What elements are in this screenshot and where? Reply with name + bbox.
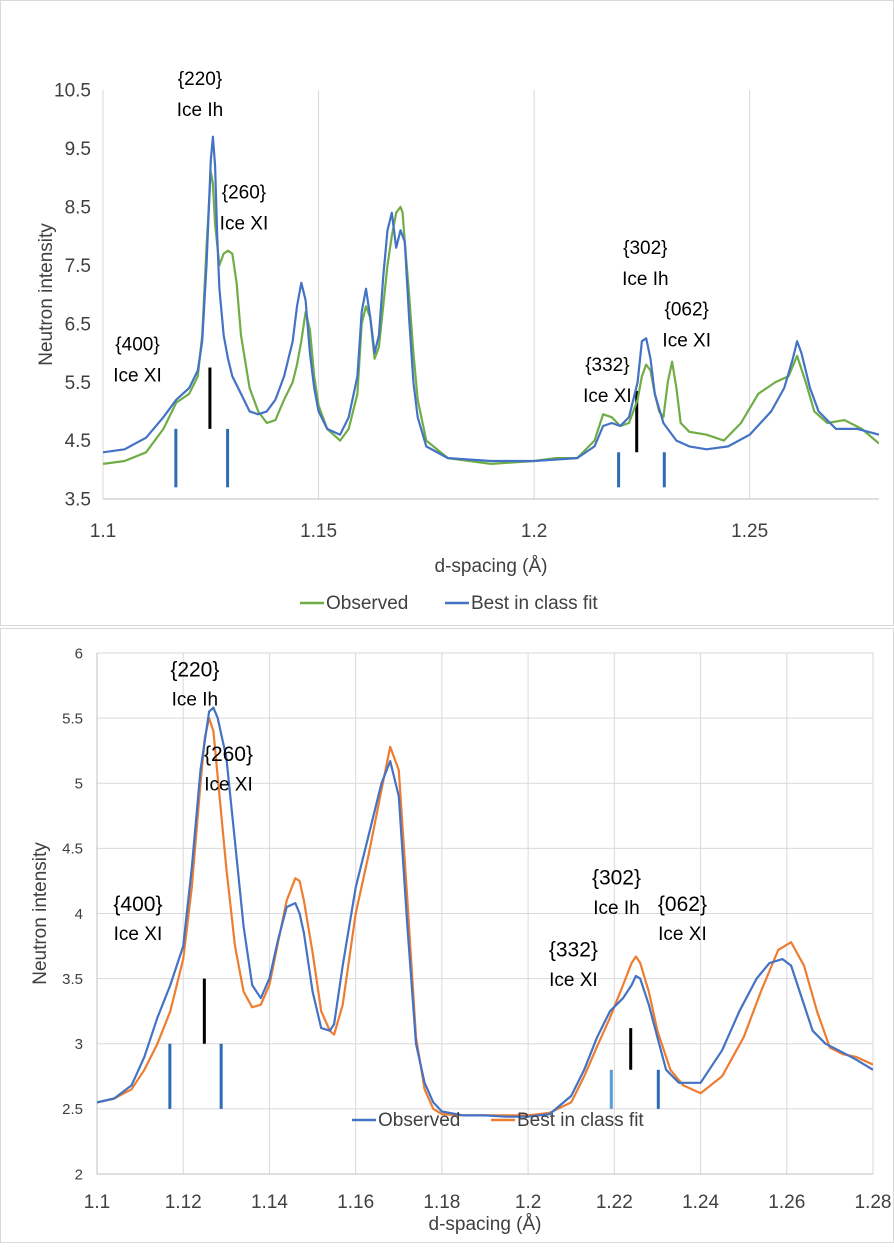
top-chart-panel: 3.5 4.5 5.5 6.5 7.5 8.5 9.5 10.5 1.1 1.15 1.2 1.25 d…: [0, 0, 894, 626]
series-line-observed: [97, 706, 873, 1118]
peak-annotation: Ice XI: [583, 386, 632, 407]
x-tick-label: 1.26: [768, 1192, 805, 1213]
y-tick-label: 4.5: [65, 431, 91, 452]
y-tick-label: 4.5: [62, 841, 83, 858]
peak-annotation: {302}: [623, 238, 667, 259]
y-tick-label: 6: [75, 645, 83, 662]
peak-annotation: {220}: [178, 69, 222, 90]
peak-annotation: Ice XI: [113, 366, 162, 387]
peak-annotation: {062}: [658, 893, 707, 916]
legend-label: Observed: [378, 1110, 460, 1131]
y-tick-label: 7.5: [65, 256, 91, 277]
x-tick-label: 1.22: [596, 1192, 633, 1213]
y-tick-label: 2.5: [62, 1101, 83, 1118]
peak-annotation: Ice Ih: [622, 269, 668, 290]
x-tick-label: 1.16: [337, 1192, 374, 1213]
legend-label: Observed: [326, 593, 408, 614]
series-line-best-in-class-fit: [97, 717, 873, 1117]
x-tick-label: 1.12: [165, 1192, 202, 1213]
top-chart: 3.5 4.5 5.5 6.5 7.5 8.5 9.5 10.5 1.1 1.15 1.2 1.25 d…: [0, 0, 894, 626]
peak-annotation: {260}: [204, 743, 253, 766]
x-axis-title: d-spacing (Å): [429, 1214, 542, 1235]
bottom-chart: 2 2.5 3 3.5 4 4.5 5 5.5 6 1.1 1.12 1.14 1.16 1.18 1.2 1…: [0, 628, 894, 1243]
peak-annotation: Ice XI: [204, 774, 253, 795]
x-axis-title: d-spacing (Å): [435, 556, 548, 577]
legend-label: Best in class fit: [471, 593, 598, 614]
peak-annotation: Ice XI: [658, 924, 707, 945]
y-axis-title: Neutron intensity: [36, 223, 57, 366]
peak-annotation: {400}: [115, 335, 159, 356]
y-tick-label: 6.5: [65, 314, 91, 335]
y-tick-label: 5.5: [62, 710, 83, 727]
y-tick-label: 3: [75, 1036, 83, 1053]
x-tick-label: 1.1: [84, 1192, 110, 1213]
peak-annotation: Ice Ih: [177, 100, 223, 121]
peak-annotation: {332}: [549, 938, 598, 961]
peak-annotation: Ice XI: [549, 970, 598, 991]
series-line-observed: [103, 170, 879, 465]
peak-annotation: {062}: [665, 300, 709, 321]
y-tick-label: 5.5: [65, 373, 91, 394]
peak-annotation: {400}: [113, 893, 162, 916]
y-tick-label: 2: [75, 1166, 83, 1183]
legend-label: Best in class fit: [517, 1110, 644, 1131]
x-tick-label: 1.18: [423, 1192, 460, 1213]
x-tick-label: 1.24: [682, 1192, 719, 1213]
x-tick-label: 1.15: [300, 521, 337, 542]
peak-annotation: Ice Ih: [593, 898, 639, 919]
peak-annotation: Ice XI: [114, 924, 163, 945]
x-tick-label: 1.2: [515, 1192, 541, 1213]
peak-annotation: {302}: [592, 867, 641, 890]
bottom-chart-panel: 2 2.5 3 3.5 4 4.5 5 5.5 6 1.1 1.12 1.14 1.16 1.18 1.2 1…: [0, 628, 894, 1243]
y-tick-label: 3.5: [65, 490, 91, 511]
y-tick-label: 3.5: [62, 971, 83, 988]
y-tick-label: 4: [75, 906, 83, 923]
y-tick-label: 8.5: [65, 198, 91, 219]
y-tick-label: 9.5: [65, 139, 91, 160]
x-tick-label: 1.14: [251, 1192, 288, 1213]
peak-annotation: Ice XI: [220, 214, 269, 235]
peak-annotation: Ice XI: [662, 331, 711, 352]
peak-annotation: Ice Ih: [172, 690, 218, 711]
x-tick-label: 1.2: [521, 521, 547, 542]
y-tick-label: 10.5: [54, 81, 91, 102]
x-tick-label: 1.28: [855, 1192, 892, 1213]
series-line-best-in-class-fit: [103, 135, 879, 463]
x-tick-label: 1.1: [90, 521, 116, 542]
x-tick-label: 1.25: [731, 521, 768, 542]
y-tick-label: 5: [75, 776, 83, 793]
y-axis-title: Neutron intensity: [30, 842, 51, 985]
peak-annotation: {260}: [222, 183, 266, 204]
peak-annotation: {220}: [170, 658, 219, 681]
peak-annotation: {332}: [585, 355, 629, 376]
